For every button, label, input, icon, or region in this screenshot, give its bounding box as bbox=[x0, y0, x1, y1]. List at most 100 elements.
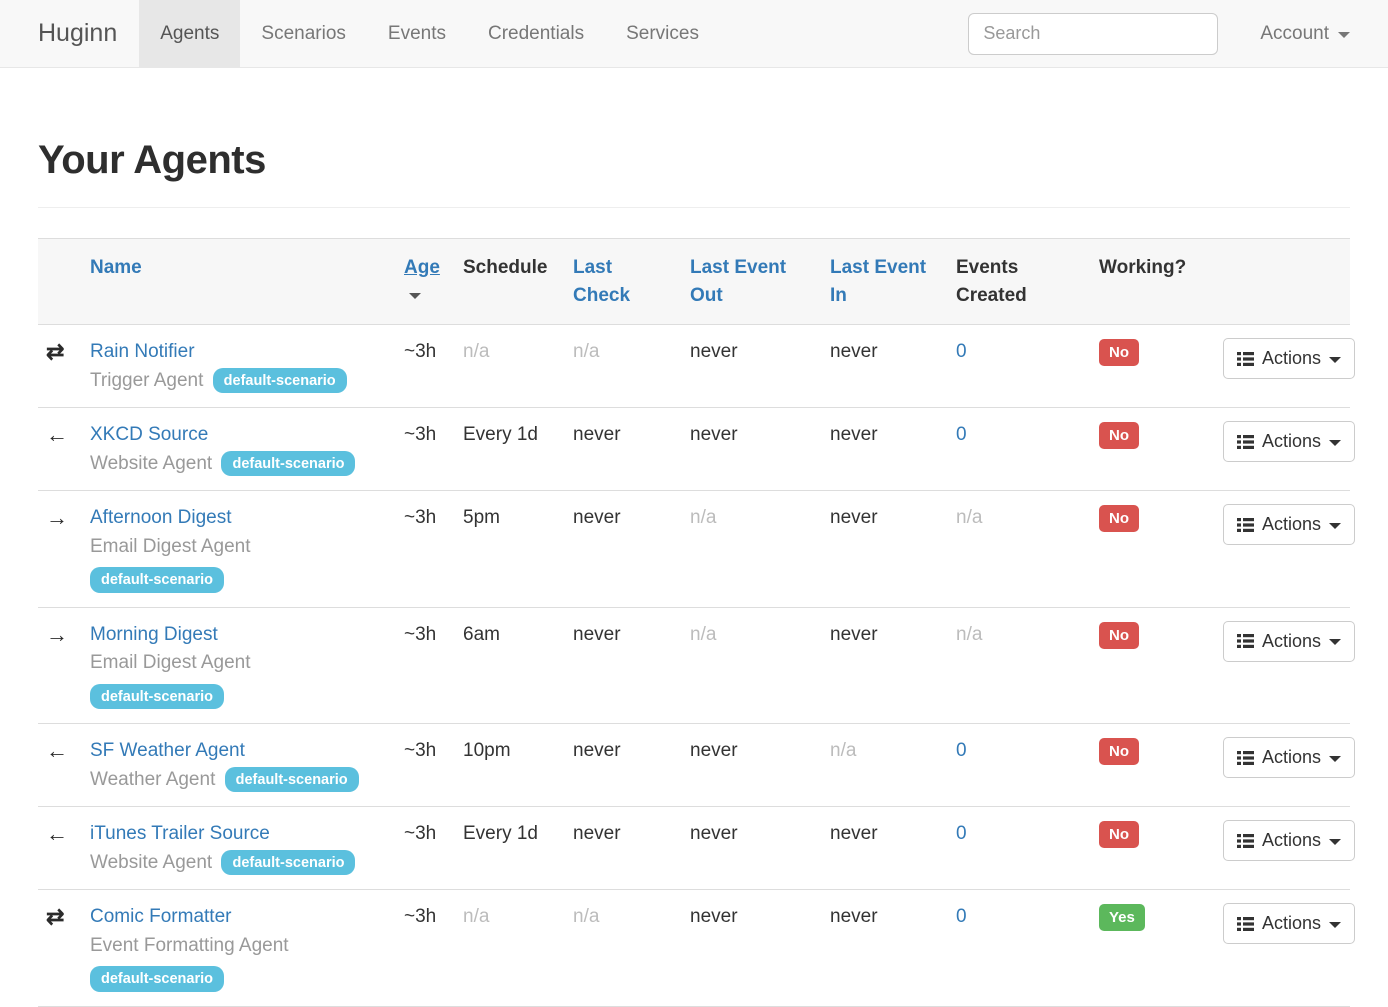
age-cell: ~3h bbox=[396, 723, 455, 808]
header-last-check[interactable]: Last Check bbox=[573, 257, 631, 306]
scenario-badge[interactable]: default-scenario bbox=[212, 367, 347, 394]
list-icon bbox=[1237, 833, 1254, 848]
last-event-out-cell: n/a bbox=[682, 490, 822, 608]
working-status-badge: No bbox=[1099, 738, 1139, 766]
agent-name-link[interactable]: XKCD Source bbox=[90, 424, 209, 446]
agent-name-link[interactable]: iTunes Trailer Source bbox=[90, 823, 270, 845]
agent-name-link[interactable]: Rain Notifier bbox=[90, 341, 195, 363]
age-cell: ~3h bbox=[396, 407, 455, 492]
caret-down-icon bbox=[1329, 838, 1342, 845]
arrow-left-icon: ← bbox=[46, 422, 68, 448]
schedule-cell: Every 1d bbox=[455, 806, 565, 891]
account-dropdown[interactable]: Account bbox=[1218, 23, 1388, 45]
scenario-badge[interactable]: default-scenario bbox=[221, 450, 356, 477]
last-check-cell: never bbox=[565, 407, 682, 492]
scenario-badge[interactable]: default-scenario bbox=[224, 766, 359, 793]
last-event-in-cell: never bbox=[822, 324, 948, 409]
agent-name-link[interactable]: Morning Digest bbox=[90, 623, 218, 645]
agent-type-label: Website Agent bbox=[90, 851, 213, 873]
working-status-badge: Yes bbox=[1099, 904, 1145, 932]
brand-logo[interactable]: Huginn bbox=[38, 19, 118, 47]
list-icon bbox=[1237, 351, 1254, 366]
actions-button[interactable]: Actions bbox=[1223, 421, 1356, 463]
last-check-cell: never bbox=[565, 490, 682, 608]
actions-button-label: Actions bbox=[1262, 747, 1322, 768]
page-title: Your Agents bbox=[38, 138, 266, 182]
agent-type-label: Email Digest Agent bbox=[90, 652, 251, 674]
header-last-event-in[interactable]: Last Event In bbox=[830, 257, 927, 306]
actions-button[interactable]: Actions bbox=[1223, 620, 1356, 662]
table-row: ← iTunes Trailer Source Website Agent de… bbox=[38, 806, 1356, 891]
bidirectional-arrows-icon: ⇄ bbox=[46, 904, 65, 930]
list-icon bbox=[1237, 750, 1254, 765]
events-created-cell: n/a bbox=[948, 607, 1091, 725]
actions-button[interactable]: Actions bbox=[1223, 504, 1356, 546]
table-row: → Afternoon Digest Email Digest Agent de… bbox=[38, 490, 1356, 608]
header-schedule: Schedule bbox=[455, 237, 565, 326]
actions-button[interactable]: Actions bbox=[1223, 820, 1356, 862]
agent-name-link[interactable]: SF Weather Agent bbox=[90, 740, 245, 762]
table-row: → Morning Digest Email Digest Agent defa… bbox=[38, 607, 1356, 725]
events-created-link[interactable]: 0 bbox=[956, 424, 967, 446]
list-icon bbox=[1237, 916, 1254, 931]
events-created-cell: n/a bbox=[948, 490, 1091, 608]
header-last-event-out[interactable]: Last Event Out bbox=[690, 257, 787, 306]
main-nav: Agents Scenarios Events Credentials Serv… bbox=[139, 0, 720, 67]
header-name[interactable]: Name bbox=[90, 257, 142, 278]
schedule-cell: Every 1d bbox=[455, 407, 565, 492]
arrow-left-icon: ← bbox=[46, 821, 68, 847]
nav-item-services[interactable]: Services bbox=[626, 22, 699, 44]
agent-name-link[interactable]: Afternoon Digest bbox=[90, 507, 232, 529]
last-check-cell: never bbox=[565, 806, 682, 891]
caret-down-icon bbox=[1329, 755, 1342, 762]
nav-item-credentials[interactable]: Credentials bbox=[487, 22, 585, 44]
scenario-badge[interactable]: default-scenario bbox=[221, 849, 356, 876]
caret-down-icon bbox=[1329, 639, 1342, 646]
account-label: Account bbox=[1260, 22, 1329, 44]
agent-type-label: Email Digest Agent bbox=[90, 535, 251, 557]
events-created-link[interactable]: 0 bbox=[956, 740, 967, 762]
actions-button[interactable]: Actions bbox=[1223, 338, 1356, 380]
last-event-in-cell: n/a bbox=[822, 723, 948, 808]
actions-button[interactable]: Actions bbox=[1223, 737, 1356, 779]
list-icon bbox=[1237, 517, 1254, 532]
working-status-badge: No bbox=[1099, 505, 1139, 533]
age-cell: ~3h bbox=[396, 490, 455, 608]
last-event-out-cell: never bbox=[682, 889, 822, 1007]
schedule-cell: 6am bbox=[455, 607, 565, 725]
arrow-right-icon: → bbox=[46, 621, 68, 647]
events-created-link[interactable]: 0 bbox=[956, 341, 967, 363]
last-event-out-cell: never bbox=[682, 324, 822, 409]
list-icon bbox=[1237, 634, 1254, 649]
caret-down-icon bbox=[1338, 31, 1350, 38]
nav-item-events[interactable]: Events bbox=[387, 22, 446, 44]
agents-table: Name Age Schedule Last Check Last Event … bbox=[38, 237, 1356, 1007]
agent-name-link[interactable]: Comic Formatter bbox=[90, 906, 232, 928]
last-check-cell: never bbox=[565, 723, 682, 808]
nav-item-scenarios[interactable]: Scenarios bbox=[261, 22, 346, 44]
arrow-right-icon: → bbox=[46, 505, 68, 531]
schedule-cell: 10pm bbox=[455, 723, 565, 808]
last-check-cell: n/a bbox=[565, 889, 682, 1007]
last-check-cell: n/a bbox=[565, 324, 682, 409]
title-divider bbox=[38, 207, 1350, 208]
search-input[interactable] bbox=[968, 12, 1219, 55]
scenario-badge[interactable]: default-scenario bbox=[90, 966, 224, 992]
caret-down-icon bbox=[1329, 522, 1342, 529]
actions-button[interactable]: Actions bbox=[1223, 903, 1356, 945]
header-age[interactable]: Age bbox=[404, 257, 440, 278]
main-content: Your Agents Name Age Schedule Last Check… bbox=[0, 138, 1388, 1007]
events-created-link[interactable]: 0 bbox=[956, 823, 967, 845]
arrow-left-icon: ← bbox=[46, 738, 68, 764]
last-event-in-cell: never bbox=[822, 490, 948, 608]
header-working: Working? bbox=[1091, 237, 1215, 326]
actions-button-label: Actions bbox=[1262, 913, 1322, 934]
scenario-badge[interactable]: default-scenario bbox=[90, 683, 224, 710]
nav-item-agents[interactable]: Agents bbox=[139, 0, 241, 67]
actions-button-label: Actions bbox=[1262, 630, 1322, 651]
working-status-badge: No bbox=[1099, 422, 1139, 450]
header-actions-spacer bbox=[1215, 237, 1350, 326]
agent-type-label: Trigger Agent bbox=[90, 369, 204, 391]
scenario-badge[interactable]: default-scenario bbox=[90, 567, 224, 593]
events-created-link[interactable]: 0 bbox=[956, 906, 967, 928]
